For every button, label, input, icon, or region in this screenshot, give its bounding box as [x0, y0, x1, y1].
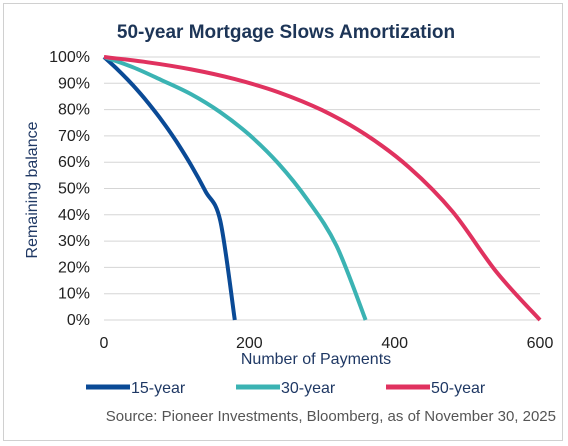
legend-label-3: 50-year — [431, 380, 486, 397]
y-tick-label: 30% — [58, 233, 90, 250]
y-tick-label: 80% — [58, 102, 90, 119]
chart-frame: 50-year Mortgage Slows Amortization 0% 10… — [3, 3, 563, 441]
y-tick-label: 70% — [58, 128, 90, 145]
x-axis-ticks: 0 200 400 600 — [100, 335, 554, 352]
y-tick-label: 50% — [58, 181, 90, 198]
series-line-2 — [103, 55, 368, 321]
series-line-3 — [103, 55, 542, 322]
series-line-1 — [102, 55, 237, 321]
y-tick-label: 20% — [58, 259, 90, 276]
legend-label-1: 15-year — [131, 380, 186, 397]
y-tick-label: 60% — [58, 154, 90, 171]
x-tick-label: 400 — [381, 335, 408, 352]
x-axis-label: Number of Payments — [241, 351, 391, 368]
y-tick-label: 10% — [58, 286, 90, 303]
y-axis-ticks: 0% 10% 20% 30% 40% 50% 60% 70% 80% 90% 100% — [49, 49, 90, 329]
y-tick-label: 100% — [49, 49, 90, 66]
x-tick-label: 200 — [236, 335, 263, 352]
series-lines — [102, 55, 542, 322]
legend-label-2: 30-year — [281, 380, 336, 397]
y-tick-label: 90% — [58, 75, 90, 92]
chart-svg: 50-year Mortgage Slows Amortization 0% 10… — [24, 22, 556, 425]
gridlines — [104, 56, 540, 321]
y-tick-label: 40% — [58, 207, 90, 224]
legend: 15-year 30-year 50-year — [86, 380, 486, 397]
x-tick-label: 0 — [100, 335, 109, 352]
y-axis-label: Remaining balance — [24, 121, 41, 258]
source-note: Source: Pioneer Investments, Bloomberg, … — [106, 408, 556, 425]
y-tick-label: 0% — [67, 312, 90, 329]
x-tick-label: 600 — [527, 335, 554, 352]
chart-title: 50-year Mortgage Slows Amortization — [117, 22, 455, 43]
